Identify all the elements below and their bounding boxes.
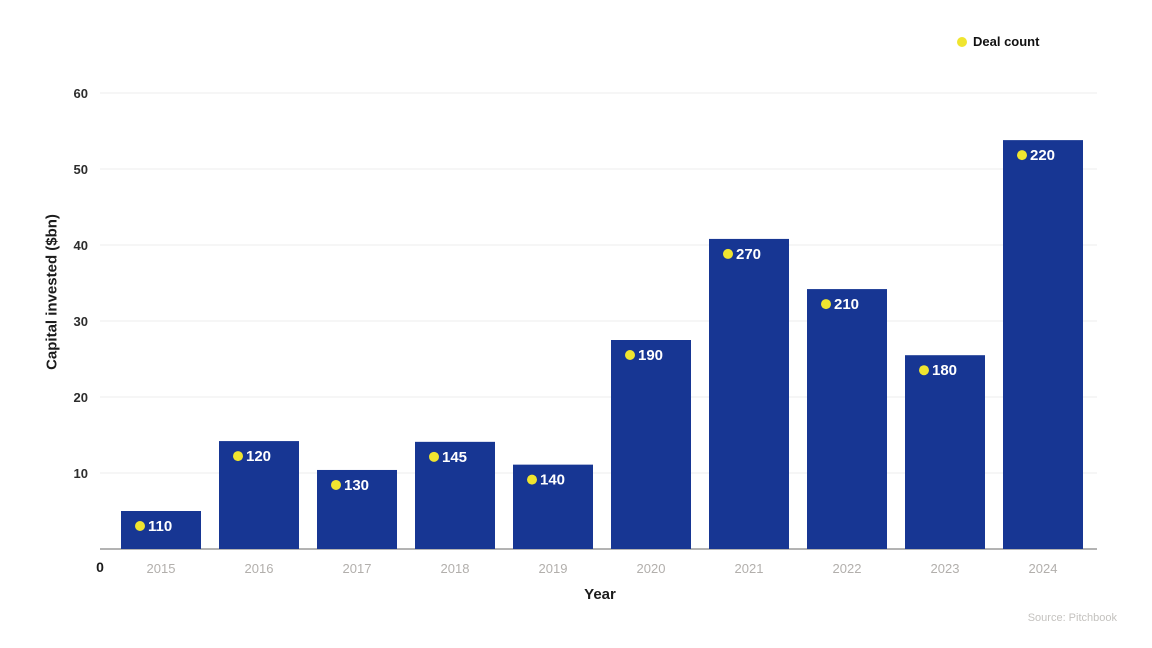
deal-count-dot-2015 xyxy=(135,521,145,531)
deal-count-label-2023: 180 xyxy=(932,362,957,379)
y-tick-label: 60 xyxy=(74,86,88,101)
y-tick-label: 20 xyxy=(74,390,88,405)
deal-count-dot-2017 xyxy=(331,479,341,490)
x-tick-label-2023: 2023 xyxy=(931,561,960,576)
bar-2023 xyxy=(905,355,985,549)
deal-count-label-2020: 190 xyxy=(638,347,663,364)
deal-count-legend-dot-icon xyxy=(957,36,967,47)
y-tick-label: 10 xyxy=(74,466,88,481)
y-axis-title: Capital invested ($bn) xyxy=(43,214,61,370)
bar-2024 xyxy=(1003,140,1083,549)
deal-count-label-2016: 120 xyxy=(246,448,271,465)
bar-2015 xyxy=(121,511,201,549)
deal-count-dot-2023 xyxy=(919,365,929,376)
x-tick-label-2024: 2024 xyxy=(1029,561,1058,576)
source-attribution: Source: Pitchbook xyxy=(1027,612,1117,624)
x-tick-label-2022: 2022 xyxy=(833,561,862,576)
deal-count-label-2022: 210 xyxy=(834,296,859,313)
deal-count-dot-2024 xyxy=(1017,150,1027,161)
deal-count-label-2019: 140 xyxy=(540,472,565,489)
x-axis-title: Year xyxy=(584,586,616,603)
bar-2016 xyxy=(219,441,299,549)
y-tick-label: 30 xyxy=(74,314,88,329)
x-tick-label-2021: 2021 xyxy=(735,561,764,576)
deal-count-dot-2020 xyxy=(625,350,635,360)
deal-count-dot-2021 xyxy=(723,248,733,259)
deal-count-dot-2019 xyxy=(527,474,537,485)
bar-2018 xyxy=(415,441,495,549)
y-tick-label-0: 0 xyxy=(96,559,104,575)
deal-count-label-2024: 220 xyxy=(1030,147,1055,164)
deal-count-label-2021: 270 xyxy=(736,246,761,263)
bar-2017 xyxy=(317,469,397,549)
x-tick-label-2017: 2017 xyxy=(343,561,372,576)
deal-count-label-2015: 110 xyxy=(148,518,172,535)
deal-count-label-2018: 145 xyxy=(442,449,467,466)
deal-count-dot-2016 xyxy=(233,451,243,462)
x-tick-label-2016: 2016 xyxy=(245,561,274,576)
bar-2020 xyxy=(611,340,691,549)
bar-2021 xyxy=(709,238,789,550)
deal-count-dot-2022 xyxy=(821,299,831,310)
deal-count-label-2017: 130 xyxy=(344,477,369,494)
y-tick-label: 50 xyxy=(74,162,88,177)
legend-label: Deal count xyxy=(973,34,1040,49)
bar-2022 xyxy=(807,289,887,549)
x-tick-label-2019: 2019 xyxy=(539,561,568,576)
x-tick-label-2015: 2015 xyxy=(147,561,176,576)
bar-2019 xyxy=(513,464,593,549)
legend: Deal count xyxy=(957,34,1039,49)
y-tick-label: 40 xyxy=(74,238,88,253)
x-tick-label-2018: 2018 xyxy=(441,561,470,576)
deal-count-dot-2018 xyxy=(429,451,439,462)
x-tick-label-2020: 2020 xyxy=(637,561,666,576)
